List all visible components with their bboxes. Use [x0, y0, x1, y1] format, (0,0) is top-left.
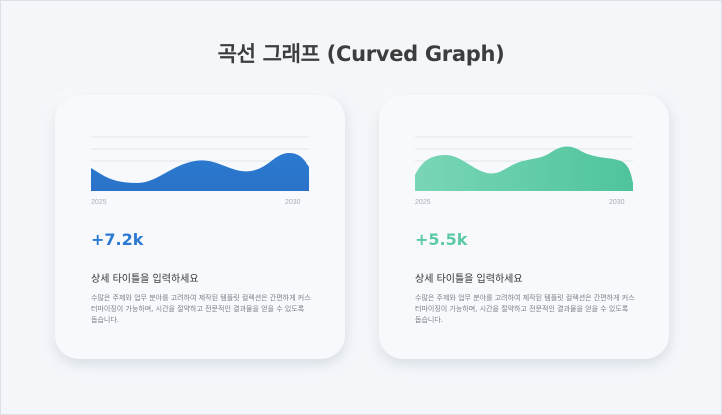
metric-card-blue: 2025 2030 +7.2k 상세 타이틀을 입력하세요 수많은 주제와 업무… [55, 95, 345, 359]
card-description: 수많은 주제와 업무 분야를 고려하여 제작된 템플릿 컬렉션은 간편하게 커스… [415, 294, 635, 324]
area-series-blue [91, 153, 309, 191]
x-axis-end-label: 2030 [609, 199, 625, 206]
metric-card-green: 2025 2030 +5.5k 상세 타이틀을 입력하세요 수많은 주제와 업무… [379, 95, 669, 359]
curved-area-chart-green [415, 136, 633, 191]
metric-value: +7.2k [91, 230, 144, 249]
curved-area-chart-blue [91, 136, 309, 191]
area-series-green [415, 146, 633, 191]
metric-value: +5.5k [415, 230, 468, 249]
card-description: 수많은 주제와 업무 분야를 고려하여 제작된 템플릿 컬렉션은 간편하게 커스… [91, 294, 311, 324]
card-subtitle: 상세 타이틀을 입력하세요 [91, 274, 199, 285]
x-axis-start-label: 2025 [415, 199, 431, 206]
card-subtitle: 상세 타이틀을 입력하세요 [415, 274, 523, 285]
x-axis-start-label: 2025 [91, 199, 107, 206]
x-axis-end-label: 2030 [285, 199, 301, 206]
page-title: 곡선 그래프 (Curved Graph) [217, 42, 505, 66]
